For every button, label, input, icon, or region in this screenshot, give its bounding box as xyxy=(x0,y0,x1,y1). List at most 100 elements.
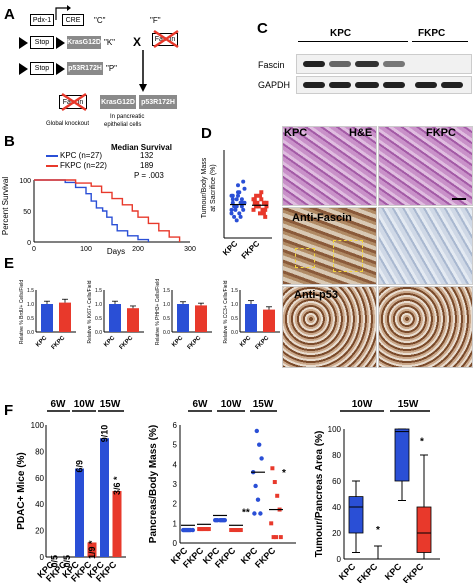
gapdh-blot xyxy=(296,76,472,94)
median-survival-title: Median Survival xyxy=(111,143,172,152)
loxp-right-icon xyxy=(56,37,65,49)
panel-label-e: E xyxy=(4,255,15,272)
kpc-header: KPC xyxy=(330,28,352,39)
stop-box-1: Stop xyxy=(30,36,54,49)
kpc-point xyxy=(229,193,234,198)
fkpc-point xyxy=(278,535,283,540)
knockout-x-icon xyxy=(61,92,87,112)
pdx-box: Pdx-1 xyxy=(30,14,54,26)
kpc-point xyxy=(241,207,246,212)
kpc-point xyxy=(239,197,244,202)
f1-bar-label: 3/6 * xyxy=(112,476,122,495)
fkpc-median: 189 xyxy=(140,161,154,170)
kpc-legend-line xyxy=(46,155,58,157)
e-xtick: KPC xyxy=(35,335,49,349)
f3-xtick: FKPC xyxy=(401,561,426,583)
fkpc-point xyxy=(272,480,277,485)
e-ylabel: Relative % BrdU+ Cells/Field xyxy=(19,280,25,345)
d-xtick: KPC xyxy=(221,239,239,257)
f2-ylabel: Pancreas/Body Mass (%) xyxy=(148,425,159,543)
f1-ytick: 60 xyxy=(35,474,44,483)
fkpc-point xyxy=(252,200,257,205)
fkpc-point xyxy=(198,527,203,532)
kpc-median: 132 xyxy=(140,151,154,160)
kpc-point xyxy=(252,511,257,516)
kpc-point xyxy=(187,527,192,533)
k-label: "K" xyxy=(104,38,116,47)
f1-ytick: 20 xyxy=(35,527,44,536)
survival-ylabel: Percent Survival xyxy=(1,177,10,235)
fkpc-point xyxy=(270,466,275,471)
gapdh-row-label: GAPDH xyxy=(258,80,291,90)
kpc-legend: KPC (n=27) xyxy=(60,151,103,160)
fkpc-point xyxy=(264,200,269,205)
kpc-bar xyxy=(100,438,109,557)
kpc-point xyxy=(257,442,262,447)
kpc-point xyxy=(232,214,237,219)
kpc-point xyxy=(232,204,237,209)
f1-bar-label: 0/5 xyxy=(62,555,72,568)
survival-xtick: 100 xyxy=(80,246,92,253)
e-xtick: FKPC xyxy=(119,335,135,351)
fkpc-legend: FKPC (n=22) xyxy=(60,161,107,170)
fkpc-bar xyxy=(127,308,139,332)
e-ytick: 0.0 xyxy=(163,330,170,336)
e-ytick: 0.0 xyxy=(231,330,238,336)
fkpc-box xyxy=(416,506,432,553)
e-ylabel: Relative % Ki67+ Cells/Field xyxy=(87,280,93,343)
f1-ylabel: PDAC+ Mice (%) xyxy=(16,452,27,530)
f2-ytick: 0 xyxy=(173,539,178,548)
f3-ytick: 0 xyxy=(337,555,342,564)
fkpc-bar xyxy=(112,491,122,557)
epithelial-text: epithelial cells xyxy=(104,122,142,128)
f2-ytick: 6 xyxy=(173,421,178,430)
d-ylabel-1: Tumour/Body Mass xyxy=(201,157,208,218)
anti-fascin-label: Anti-Fascin xyxy=(292,212,352,224)
fkpc-point xyxy=(255,200,260,205)
kpc-point xyxy=(259,456,264,461)
week-label: 10W xyxy=(74,399,95,410)
e-ytick: 1.0 xyxy=(95,302,102,308)
fkpc-point xyxy=(255,204,260,209)
anti-p53-label: Anti-p53 xyxy=(294,289,338,301)
survival-xtick: 200 xyxy=(132,246,144,253)
f3-ytick: 80 xyxy=(332,451,341,460)
p53-fkpc-image xyxy=(378,286,473,368)
d-xtick: FKPC xyxy=(240,239,262,260)
e-ytick: 1.5 xyxy=(27,288,34,294)
week-label: 15W xyxy=(398,399,419,410)
e-ytick: 0.0 xyxy=(27,330,34,336)
kpc-survival-line xyxy=(34,179,150,242)
kpc-point xyxy=(214,517,219,523)
kras-box-2: KrasG12D xyxy=(100,95,136,109)
f3-ytick: 40 xyxy=(332,503,341,512)
panel-label-d: D xyxy=(201,125,212,142)
fkpc-point xyxy=(258,211,262,216)
e-ytick: 0.5 xyxy=(27,316,34,322)
e-ytick: 1.0 xyxy=(163,302,170,308)
panel-label-f: F xyxy=(4,402,14,419)
f2-xtick: FKPC xyxy=(253,545,278,570)
survival-chart: Percent Survival Days 100 50 00 100 200 300 xyxy=(1,177,196,256)
f3-ytick: 20 xyxy=(332,529,341,538)
f1-bar-label: 9/10 xyxy=(100,425,110,443)
panel-label-b: B xyxy=(4,133,15,150)
fkpc-point xyxy=(260,207,265,212)
f1-bar-label: 0/5 xyxy=(50,555,60,568)
img-kpc-label: KPC xyxy=(284,127,308,139)
fkpc-point xyxy=(254,193,259,198)
survival-ytick: 0 xyxy=(27,240,31,247)
fkpc-point xyxy=(275,493,280,498)
f1-ytick: 80 xyxy=(35,447,44,456)
week-label: 15W xyxy=(100,399,121,410)
fkpc-bar xyxy=(263,309,275,332)
img-he-label: H&E xyxy=(349,127,373,139)
f3-ylabel: Tumour/Pancreas Area (%) xyxy=(314,431,325,558)
fkpc-point xyxy=(251,197,256,202)
he-kpc-image xyxy=(282,126,377,206)
fkpc-point xyxy=(258,193,262,198)
kpc-point xyxy=(229,207,234,212)
e-xtick: KPC xyxy=(103,335,117,349)
fkpc-bar xyxy=(87,542,97,557)
loxp-right-icon xyxy=(56,63,65,75)
